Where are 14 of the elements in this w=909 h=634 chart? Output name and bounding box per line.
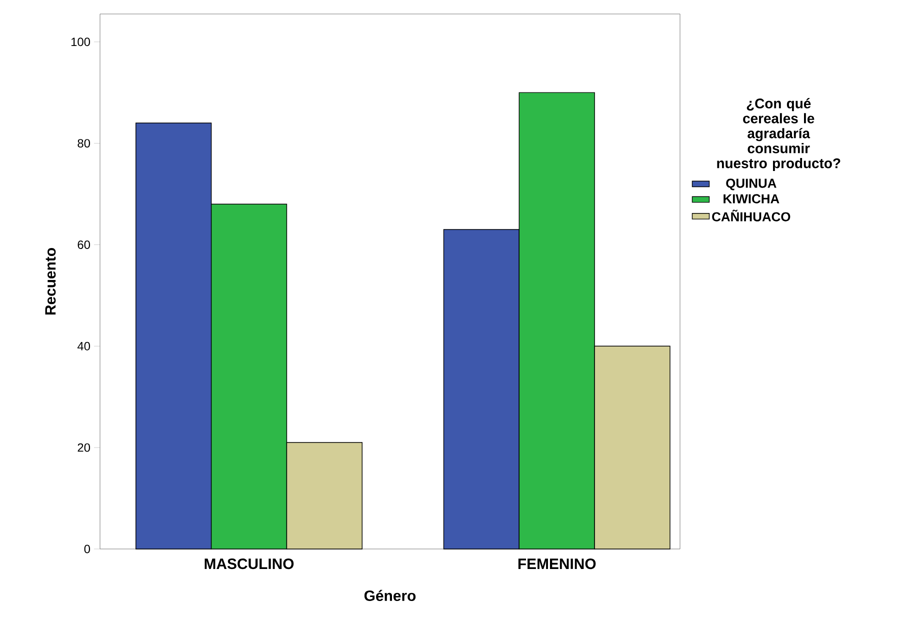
legend-label: CAÑIHUACO [712,210,790,222]
y-tick-label: 80 [78,139,90,148]
y-tick-label: 40 [77,342,90,350]
y-tick-label: 100 [71,38,90,46]
y-tick-label: 0 [84,544,90,554]
legend-label: QUINUA [726,178,776,190]
y-tick-label: 60 [78,240,90,249]
legend-label: KIWICHA [724,194,780,204]
legend-title: ¿Con qué cereales le agradaría consumir nuestro producto? [717,98,840,171]
y-tick-label: 20 [78,443,90,452]
x-tick-label: MASCULINO [204,558,294,570]
x-axis-title: Género [364,590,416,602]
y-axis-title: Recuento [45,248,56,315]
x-tick-label: FEMENINO [518,558,596,570]
